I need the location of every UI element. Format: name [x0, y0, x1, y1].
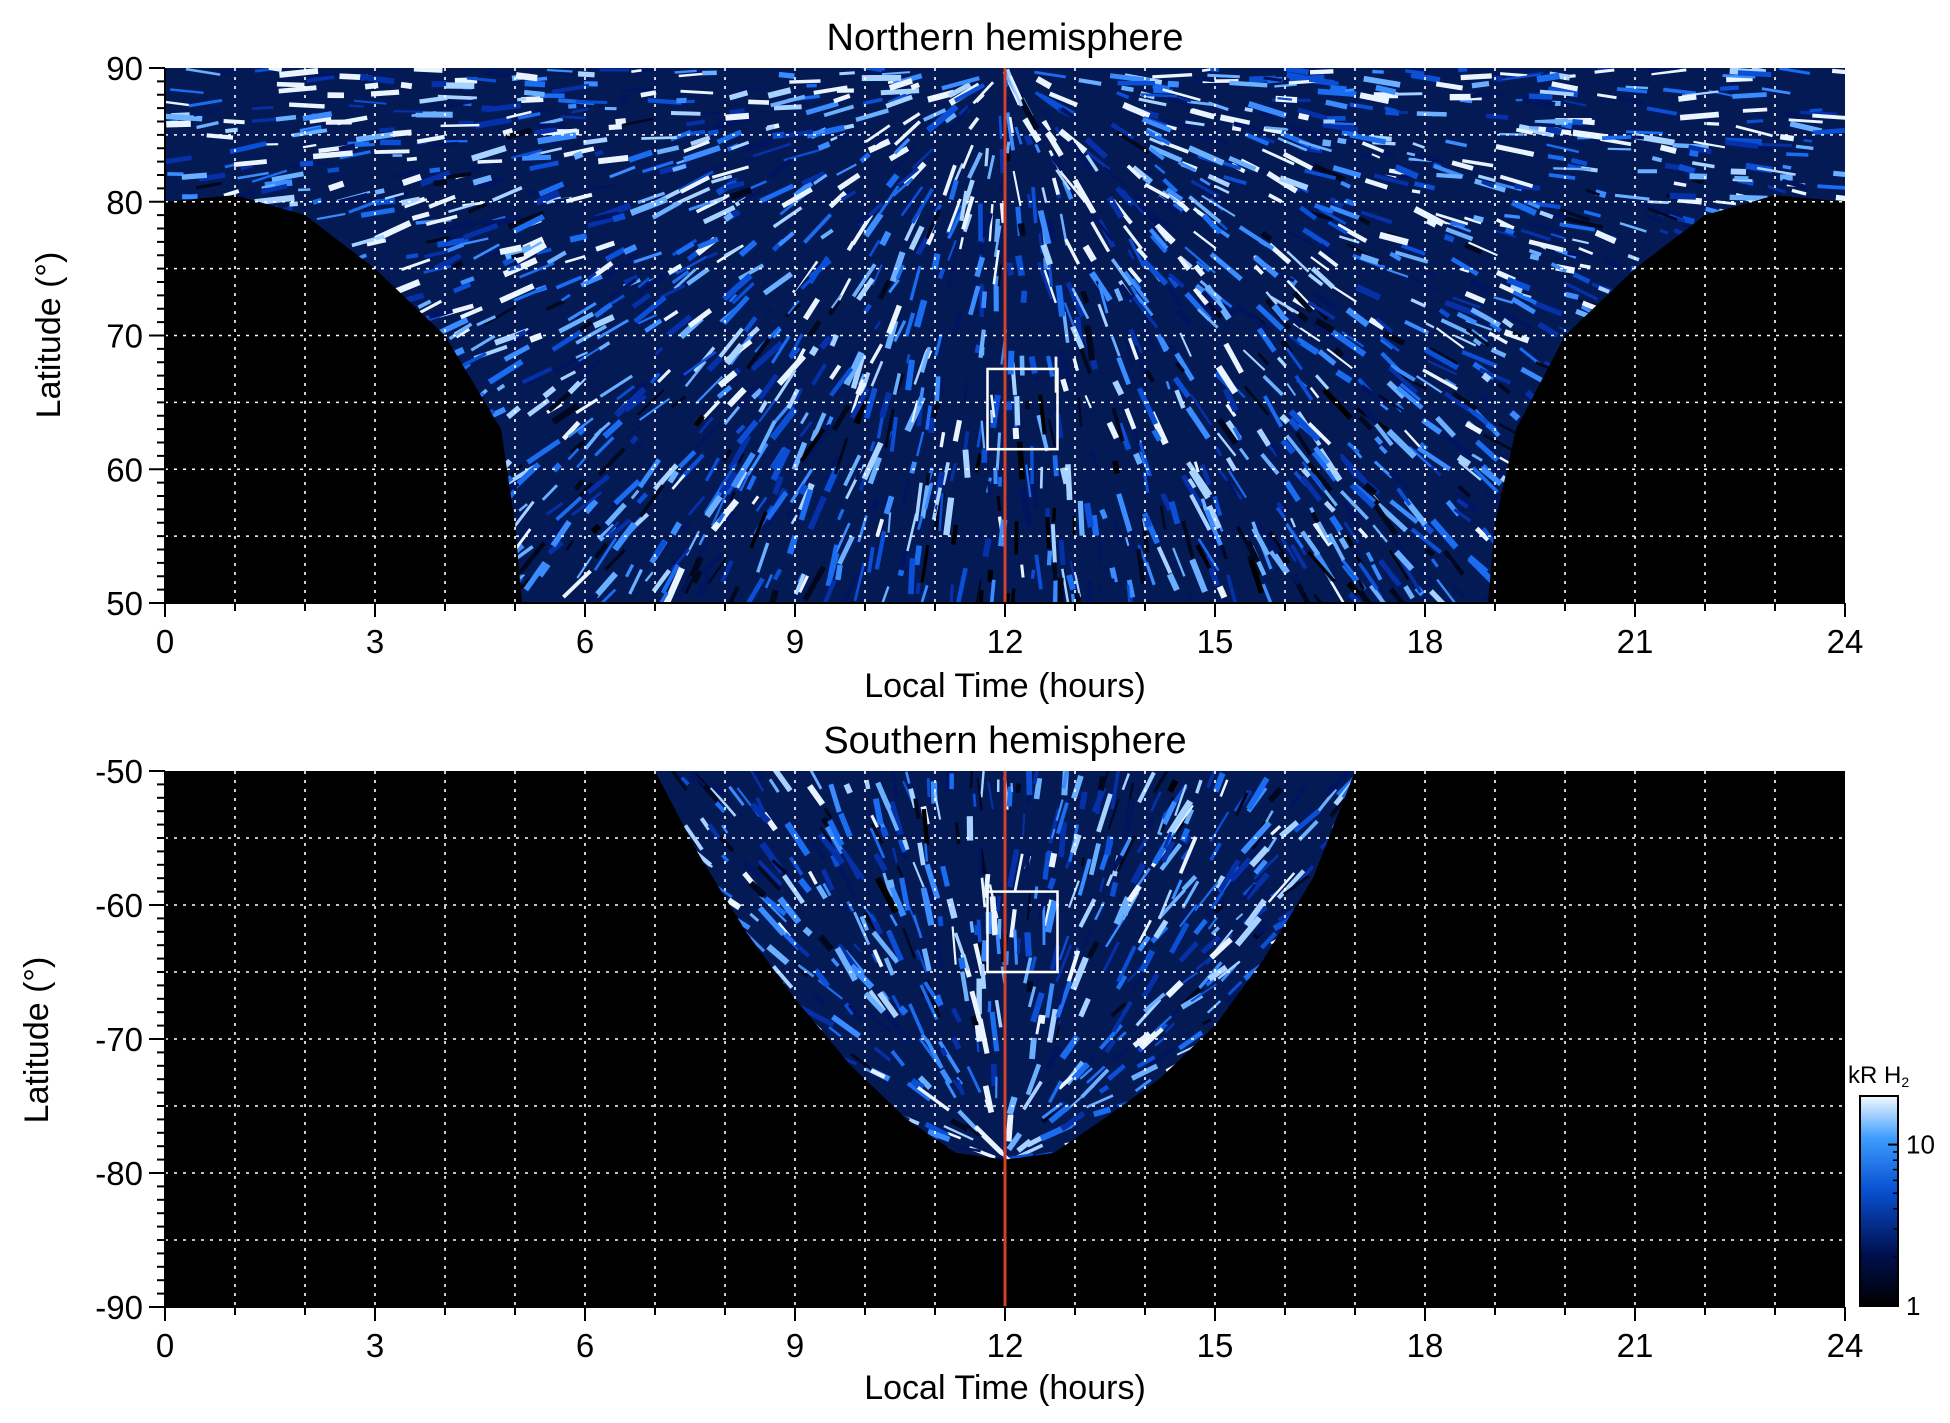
south-x-tick-label: 21	[1617, 1327, 1654, 1364]
north-x-tick-label: 21	[1617, 623, 1654, 660]
north-x-axis-label: Local Time (hours)	[864, 667, 1146, 705]
colorbar: kR H2 1 10	[1848, 1062, 1935, 1321]
colorbar-ticks: 1 10	[1888, 1130, 1935, 1321]
south-y-axis-label: Latitude (°)	[18, 957, 56, 1124]
south-axes: 0 3 6 9 12 15 18 21 24 -50 -60 -70 -80 -90	[95, 753, 1863, 1364]
north-x-tick-label: 0	[156, 623, 174, 660]
south-highlight-box	[986, 890, 1059, 974]
south-x-tick-label: 18	[1407, 1327, 1444, 1364]
north-x-tick-label: 9	[786, 623, 804, 660]
north-x-tick-label: 3	[366, 623, 384, 660]
south-y-tick-label: -60	[95, 887, 143, 924]
colorbar-title: kR H2	[1848, 1062, 1909, 1090]
north-x-tick-label: 24	[1827, 623, 1864, 660]
south-x-tick-label: 12	[987, 1327, 1024, 1364]
north-x-tick-label: 12	[987, 623, 1024, 660]
colorbar-bar	[1859, 1095, 1899, 1307]
south-x-tick-label: 6	[576, 1327, 594, 1364]
colorbar-tick-label: 10	[1906, 1130, 1935, 1160]
south-x-tick-label: 0	[156, 1327, 174, 1364]
north-highlight-box	[986, 367, 1059, 451]
south-x-tick-label: 9	[786, 1327, 804, 1364]
north-x-tick-label: 18	[1407, 623, 1444, 660]
north-axes: 0 3 6 9 12 15 18 21 24 50 60 70 80 90	[106, 50, 1863, 660]
north-title: Northern hemisphere	[827, 17, 1184, 59]
south-x-tick-label: 24	[1827, 1327, 1864, 1364]
colorbar-label-subscript: 2	[1901, 1074, 1909, 1090]
north-y-tick-label: 80	[106, 184, 143, 221]
south-y-tick-label: -80	[95, 1155, 143, 1192]
north-x-tick-label: 15	[1197, 623, 1234, 660]
south-y-tick-label: -70	[95, 1021, 143, 1058]
south-x-tick-label: 3	[366, 1327, 384, 1364]
colorbar-label: kR H	[1848, 1062, 1901, 1089]
colorbar-tick-label: 1	[1906, 1291, 1920, 1321]
north-y-tick-label: 70	[106, 318, 143, 355]
north-panel: Northern hemisphere 0 3 6 9 12 15 18 21 24 50 60 70…	[30, 17, 1863, 705]
south-x-tick-label: 15	[1197, 1327, 1234, 1364]
north-y-tick-label: 50	[106, 585, 143, 622]
south-panel: Southern hemisphere 0 3 6 9 12 15 18 21 24 -50 -60…	[18, 720, 1863, 1407]
south-y-tick-label: -90	[95, 1289, 143, 1326]
north-y-tick-label: 60	[106, 451, 143, 488]
south-title: Southern hemisphere	[823, 720, 1186, 762]
south-y-tick-label: -50	[95, 753, 143, 790]
south-x-axis-label: Local Time (hours)	[864, 1369, 1146, 1407]
north-x-tick-label: 6	[576, 623, 594, 660]
north-y-axis-label: Latitude (°)	[30, 252, 68, 419]
north-y-tick-label: 90	[106, 50, 143, 87]
